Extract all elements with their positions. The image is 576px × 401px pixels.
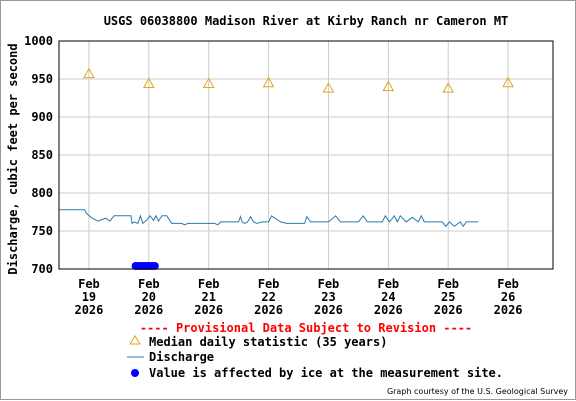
x-tick-label: 2026 [314, 303, 343, 317]
y-tick-label: 700 [31, 262, 53, 276]
x-tick-label: Feb [138, 277, 160, 291]
series-layer [59, 67, 514, 270]
x-tick-label: 26 [501, 290, 515, 304]
y-tick-label: 900 [31, 110, 53, 124]
x-tick-label: Feb [497, 277, 519, 291]
x-tick-label: Feb [258, 277, 280, 291]
x-tick-label: 2026 [434, 303, 463, 317]
y-tick-label: 850 [31, 148, 53, 162]
y-tick-label: 1000 [24, 34, 53, 48]
legend-median-triangle-icon [129, 335, 141, 345]
median-triangle-marker [502, 76, 514, 88]
legend-ice-dot-icon [131, 369, 139, 377]
x-tick-label: 20 [142, 290, 156, 304]
legend: Median daily statistic (35 years) Discha… [127, 335, 503, 380]
y-tick-label: 750 [31, 224, 53, 238]
graph-credit: Graph courtesy of the U.S. Geological Su… [387, 387, 568, 396]
ice-affected-marker [150, 261, 159, 270]
y-axis-label: Discharge, cubic feet per second [6, 43, 20, 274]
x-tick-label: Feb [318, 277, 340, 291]
x-tick-label: 2026 [194, 303, 223, 317]
x-tick-label: 2026 [134, 303, 163, 317]
x-tick-label: Feb [198, 277, 220, 291]
legend-median-label: Median daily statistic (35 years) [149, 335, 387, 349]
median-triangle-marker [322, 82, 335, 93]
x-tick-label: 2026 [74, 303, 103, 317]
x-tick-label: 2026 [374, 303, 403, 317]
legend-ice-label: Value is affected by ice at the measurem… [149, 366, 503, 380]
x-tick-label: 2026 [494, 303, 523, 317]
x-tick-label: Feb [437, 277, 459, 291]
median-triangle-marker [83, 67, 95, 79]
x-tick-label: 2026 [254, 303, 283, 317]
x-tick-label: 21 [201, 290, 215, 304]
y-tick-label: 950 [31, 72, 53, 86]
x-tick-label: 22 [261, 290, 275, 304]
x-tick-label: Feb [78, 277, 100, 291]
legend-discharge-label: Discharge [149, 350, 214, 364]
x-tick-label: 25 [441, 290, 455, 304]
chart-title: USGS 06038800 Madison River at Kirby Ran… [104, 14, 509, 28]
median-triangle-marker [202, 77, 215, 89]
x-tick-label: 24 [381, 290, 395, 304]
median-triangle-marker [262, 76, 275, 88]
y-tick-labels: 700 750 800 850 900 950 1000 [24, 34, 53, 276]
discharge-line [59, 209, 479, 228]
median-triangle-marker [142, 77, 155, 89]
median-triangle-marker [442, 82, 455, 93]
x-tick-label: Feb [377, 277, 399, 291]
grid-layer [59, 40, 553, 270]
median-triangle-marker [382, 80, 395, 92]
y-tick-label: 800 [31, 186, 53, 200]
provisional-notice: ---- Provisional Data Subject to Revisio… [140, 321, 472, 335]
x-tick-labels: Feb192026Feb202026Feb212026Feb222026Feb2… [74, 277, 522, 317]
plot-area-border [58, 40, 554, 270]
x-tick-label: 23 [321, 290, 335, 304]
x-tick-label: 19 [82, 290, 96, 304]
